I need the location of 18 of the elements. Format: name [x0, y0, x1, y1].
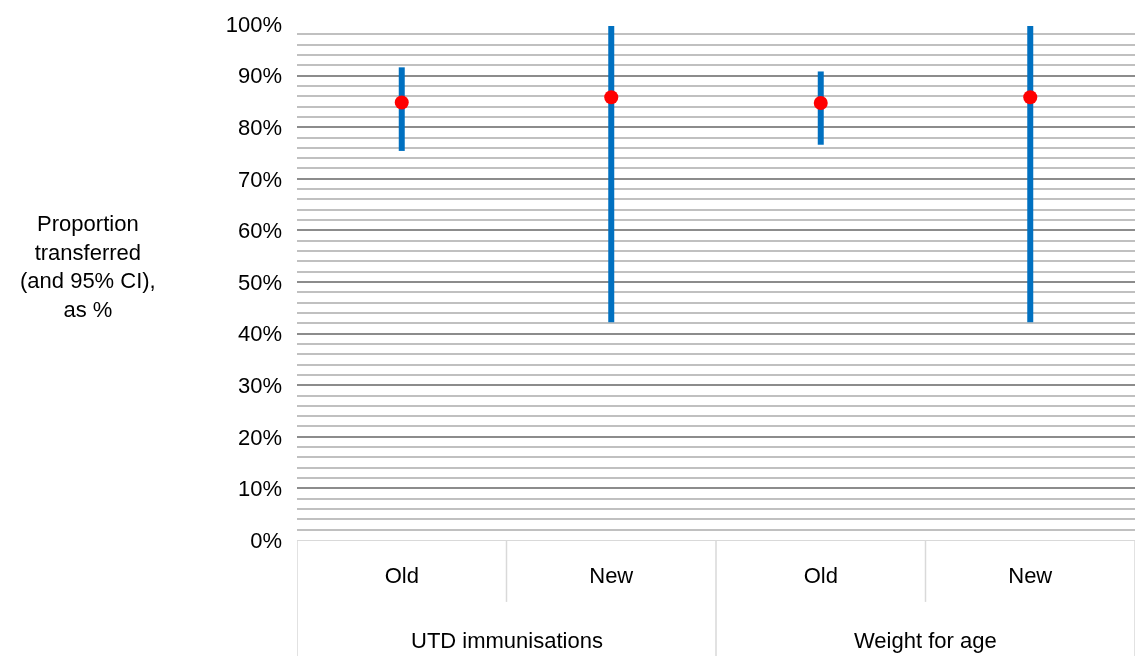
text: Weight for age	[854, 628, 997, 653]
y-tick-label: 100%	[225, 11, 282, 37]
y-tick-label: 90%	[237, 63, 282, 89]
y-tick-label: 0%	[250, 527, 282, 553]
y-tick-label: 30%	[237, 372, 282, 398]
y-tick-label: 40%	[237, 321, 282, 347]
y-axis-title: Proportion transferred (and 95% CI), as %	[20, 211, 156, 322]
y-tick-label: 80%	[237, 114, 282, 140]
y-tick-label: 10%	[237, 476, 282, 502]
y-tick-label: 70%	[237, 166, 282, 192]
x-tick-label: New	[1008, 563, 1053, 589]
y-tick-label: 20%	[237, 424, 282, 450]
x-tick-label: Old	[384, 563, 419, 589]
x-tick-label: New	[589, 563, 634, 589]
x-tick-label: Old	[803, 563, 838, 589]
y-tick-label: 50%	[237, 269, 282, 295]
y-tick-label: 60%	[237, 218, 282, 244]
text: UTD immunisations	[411, 628, 603, 653]
